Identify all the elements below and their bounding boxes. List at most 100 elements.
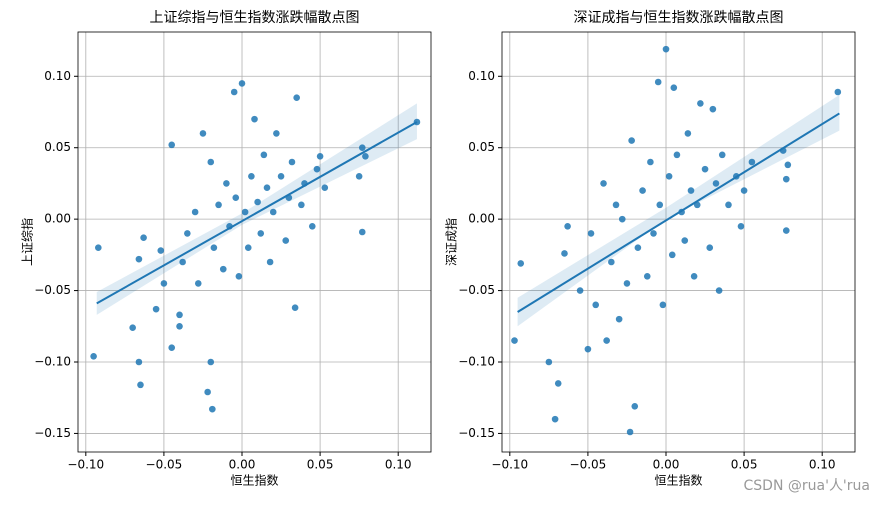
scatter-point [684,130,692,137]
scatter-point [561,250,568,257]
y-tick-label: −0.05 [34,283,71,297]
y-tick-label: −0.15 [34,426,71,440]
confidence-band [517,94,840,327]
scatter-point [316,152,324,160]
scatter-point [313,165,321,173]
scatter-point [564,222,571,230]
scatter-point [168,141,176,149]
scatter-point [135,255,143,263]
scatter-point [176,322,183,330]
scatter-point [634,244,642,252]
scatter-point [725,201,732,209]
y-tick-label: 0.10 [44,69,71,83]
scatter-point [191,208,199,216]
scatter-point [168,344,176,352]
scatter-point [95,244,102,252]
scatter-point [140,234,147,242]
scatter-point [706,244,714,252]
scatter-point [230,88,238,96]
scatter-point [209,405,216,413]
scatter-point [199,130,207,137]
x-tick-label: −0.10 [67,458,104,472]
y-tick-label: 0.05 [468,140,495,154]
chart-title: 上证综指与恒生指数涨跌幅散点图 [150,10,360,26]
scatter-point [709,105,717,113]
scatter-point [223,180,230,187]
scatter-point [545,358,553,366]
scatter-point [643,272,651,280]
scatter-point [650,230,657,237]
scatter-point [740,187,748,194]
scatter-point [618,215,626,223]
x-tick-label: −0.05 [146,458,183,472]
scatter-point [718,151,726,159]
watermark: CSDN @rua'人'rua [744,478,870,494]
scatter-point [135,358,143,366]
scatter-point [554,380,562,387]
scatter-point [662,45,670,53]
scatter-point [152,305,160,313]
scatter-point [362,152,369,160]
scatter-point [701,165,709,173]
x-axis-label: 恒生指数 [230,473,278,488]
x-tick-label: 0.10 [809,458,836,472]
x-tick-label: −0.05 [570,458,607,472]
scatter-point [584,345,592,353]
scatter-point [576,287,584,294]
scatter-point [665,172,673,180]
scatter-point [659,301,667,309]
scatter-point [157,247,165,254]
scatter-point [260,151,268,159]
y-axis-label: 上证综指 [20,218,35,266]
scatter-point [631,402,639,410]
scatter-point [308,222,316,230]
scatter-point [263,184,271,192]
x-tick-label: 0.00 [229,458,256,472]
x-tick-label: 0.05 [307,458,334,472]
scatter-point [615,315,623,323]
scatter-point [251,115,258,123]
scatter-point [215,201,222,209]
plot-frame [77,31,432,453]
scatter-point [355,172,363,180]
scatter-point [269,208,277,216]
scatter-point [511,337,518,344]
scatter-point [628,137,635,144]
y-tick-label: −0.10 [458,355,495,369]
scatter-point [293,94,300,102]
scatter-point [600,180,607,187]
scatter-point [207,358,215,366]
regression-line [517,112,840,313]
scatter-point [321,184,329,192]
scatter-point [176,311,183,319]
scatter-point [257,230,265,237]
scatter-point [668,251,676,259]
scatter-point [687,187,695,194]
scatter-point [288,158,296,166]
x-tick-label: 0.10 [385,458,412,472]
x-tick-label: 0.05 [731,458,758,472]
scatter-point [623,280,631,287]
scatter-point [358,228,366,236]
scatter-point [90,352,97,360]
regression-line [96,121,418,305]
chart-title: 深证成指与恒生指数涨跌幅散点图 [574,10,784,26]
scatter-point [244,244,252,252]
scatter-point [232,194,240,202]
scatter-point [266,258,274,266]
scatter-point [179,258,186,266]
y-tick-label: 0.00 [468,212,495,226]
scatter-point [603,337,610,344]
scatter-point [587,230,595,237]
scatter-point [194,280,202,287]
scatter-point [238,80,246,87]
scatter-point [517,260,525,267]
scatter-point [670,84,678,92]
scatter-point [129,324,136,332]
confidence-band [96,103,417,315]
scatter-point [647,158,654,166]
scatter-point [207,158,215,166]
y-axis-label: 深证成指 [444,218,459,266]
scatter-point [748,158,756,166]
